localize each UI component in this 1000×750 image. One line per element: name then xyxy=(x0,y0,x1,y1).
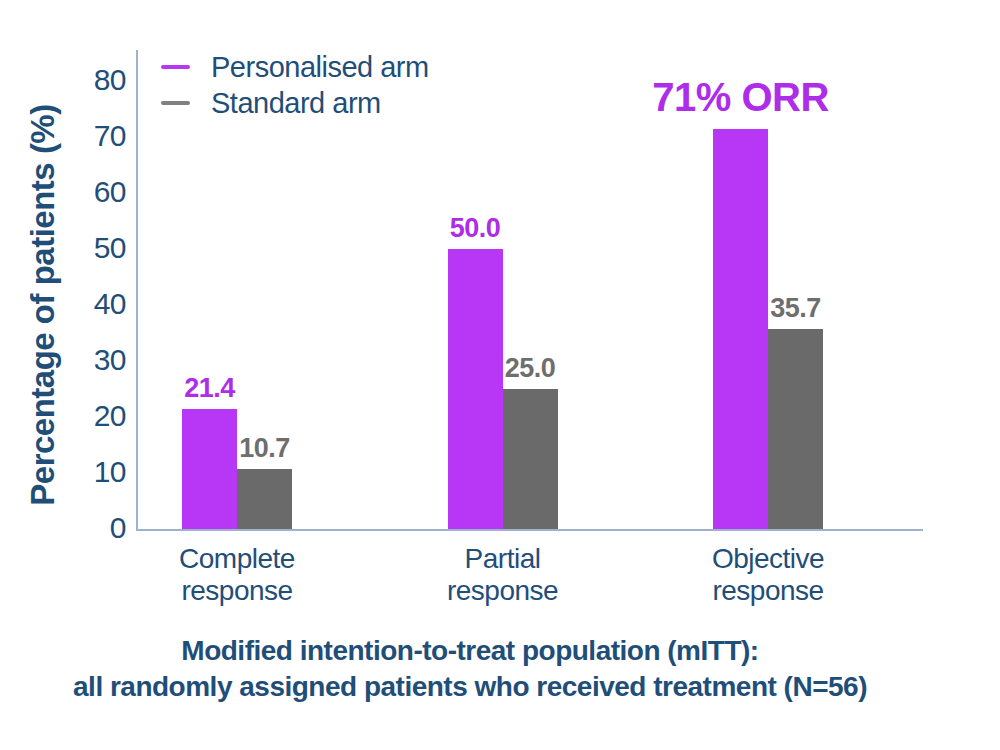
bar-personalised-0 xyxy=(182,409,237,529)
footnote-line-1: Modified intention-to-treat population (… xyxy=(0,633,940,669)
bar-standard-2 xyxy=(768,329,823,529)
y-tick-50: 50 xyxy=(0,231,126,265)
legend-item-personalised-arm: Personalised arm xyxy=(161,52,429,82)
x-category-label-0: Complete response xyxy=(127,543,347,607)
x-category-label-2: Objective response xyxy=(658,543,878,607)
y-tick-20: 20 xyxy=(0,399,126,433)
bar-standard-0 xyxy=(237,469,292,529)
y-tick-60: 60 xyxy=(0,175,126,209)
bar-standard-1 xyxy=(503,389,558,529)
legend-item-standard-arm: Standard arm xyxy=(161,88,429,118)
bar-personalised-2 xyxy=(713,129,768,529)
legend-label-standard-arm: Standard arm xyxy=(211,87,381,120)
y-tick-30: 30 xyxy=(0,343,126,377)
x-category-label-1: Partial response xyxy=(393,543,613,607)
bar-value-label-standard-2: 35.7 xyxy=(736,293,856,324)
standard-arm-line-swatch xyxy=(161,101,190,105)
personalised-arm-line-swatch xyxy=(161,65,190,69)
y-tick-80: 80 xyxy=(0,63,126,97)
legend-label-personalised-arm: Personalised arm xyxy=(211,51,429,84)
y-tick-10: 10 xyxy=(0,455,126,489)
y-axis-line xyxy=(136,50,138,530)
bar-chart: Percentage of patients (%) 0102030405060… xyxy=(0,0,1000,750)
footnote-line-2: all randomly assigned patients who recei… xyxy=(0,669,940,705)
bar-value-label-standard-0: 10.7 xyxy=(205,433,325,464)
legend: Personalised arm Standard arm xyxy=(161,52,429,124)
y-tick-0: 0 xyxy=(0,511,126,545)
bar-value-label-personalised-1: 50.0 xyxy=(415,213,535,244)
x-axis-line xyxy=(136,529,923,531)
bar-value-label-standard-1: 25.0 xyxy=(470,353,590,384)
bar-value-label-personalised-0: 21.4 xyxy=(150,373,270,404)
bar-personalised-1 xyxy=(448,249,503,529)
orr-annotation: 71% ORR xyxy=(581,75,901,120)
y-tick-40: 40 xyxy=(0,287,126,321)
footnote: Modified intention-to-treat population (… xyxy=(0,633,940,705)
y-tick-70: 70 xyxy=(0,119,126,153)
